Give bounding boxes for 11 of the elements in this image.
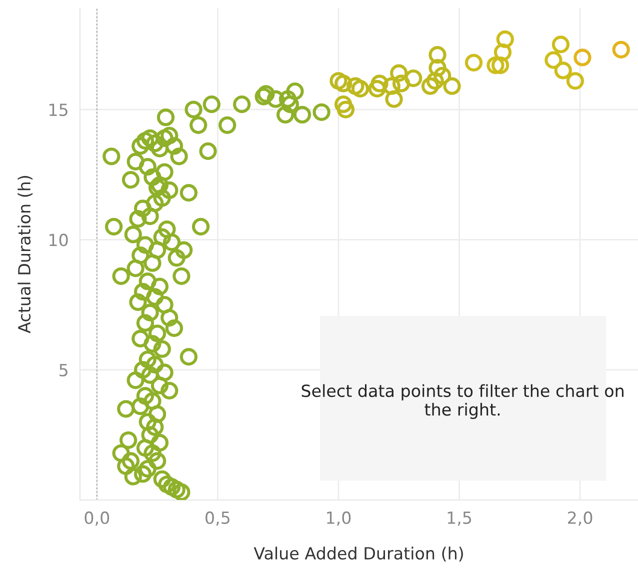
x-axis-title: Value Added Duration (h) [254, 546, 463, 562]
x-tick-label: 1,5 [448, 512, 472, 526]
annotation: Select data points to filter the chart on the right. [302, 384, 624, 419]
x-tick-label: 2,0 [568, 511, 592, 526]
y-axis-title: Actual Duration (h) [18, 176, 33, 334]
y-tick-label: 15 [50, 104, 68, 116]
x-tick-label: 1,0 [327, 511, 351, 526]
y-tick-label: 10 [50, 234, 68, 246]
x-tick-label: 0,0 [84, 511, 110, 526]
y-tick-label: 5 [60, 364, 68, 376]
x-tick-label: 0,5 [206, 511, 230, 526]
